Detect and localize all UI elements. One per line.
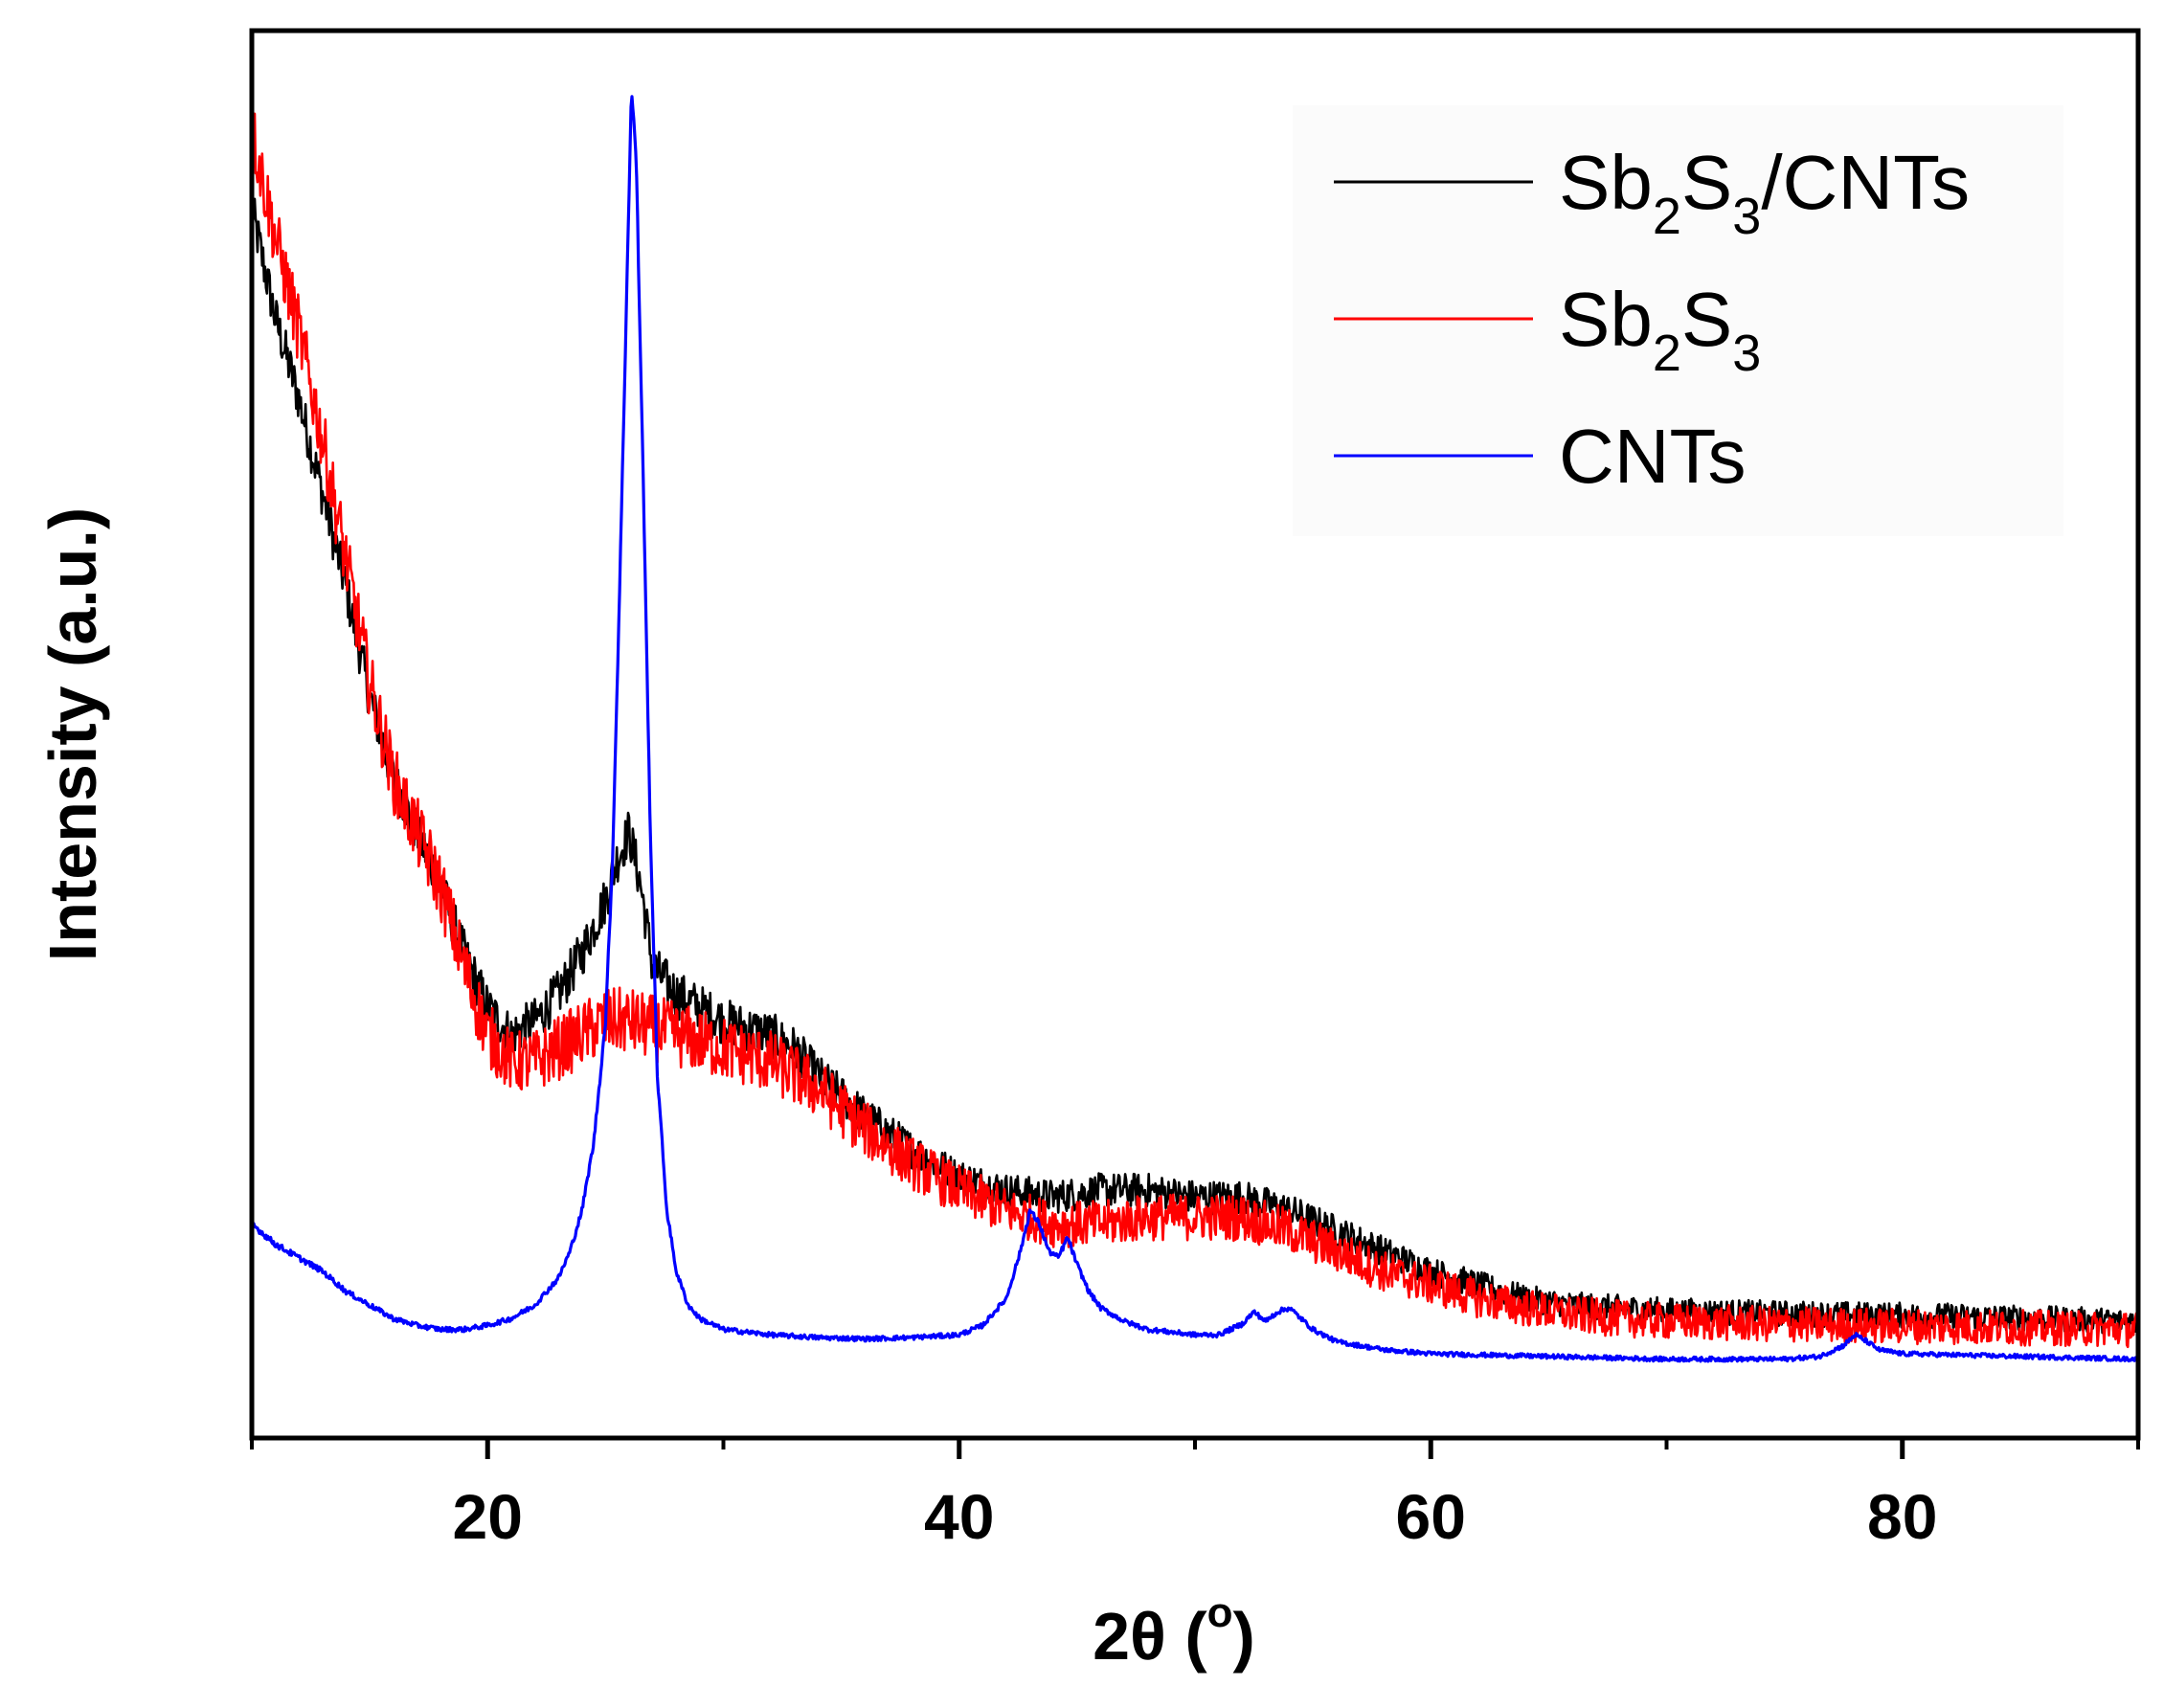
x-axis-title: 2θ (o) bbox=[1093, 1589, 1255, 1674]
x-tick-label: 80 bbox=[1867, 1481, 1937, 1552]
legend-label: CNTs bbox=[1559, 414, 1747, 499]
x-axis-title-degree: o bbox=[1207, 1589, 1233, 1636]
y-axis-title: Intensity (a.u.) bbox=[35, 507, 110, 961]
legend: Sb2S3/CNTs Sb2S3 CNTs bbox=[1334, 140, 1970, 499]
legend-box bbox=[1293, 105, 2063, 536]
x-axis-title-close: ) bbox=[1233, 1599, 1255, 1674]
x-tick-label: 60 bbox=[1396, 1481, 1466, 1552]
legend-label: Sb2S3/CNTs bbox=[1559, 140, 1970, 245]
legend-label: Sb2S3 bbox=[1559, 277, 1761, 382]
series-line-sb2s3 bbox=[250, 112, 2140, 1349]
x-tick-label: 40 bbox=[924, 1481, 994, 1552]
x-tick-label: 20 bbox=[453, 1481, 523, 1552]
x-axis-title-main: 2θ ( bbox=[1093, 1599, 1207, 1674]
series-line-cnts bbox=[250, 95, 2140, 1363]
plot-lines bbox=[250, 95, 2140, 1363]
x-axis-ticks bbox=[250, 1438, 2140, 1459]
x-axis-tick-labels: 20 40 60 80 bbox=[453, 1481, 1938, 1552]
